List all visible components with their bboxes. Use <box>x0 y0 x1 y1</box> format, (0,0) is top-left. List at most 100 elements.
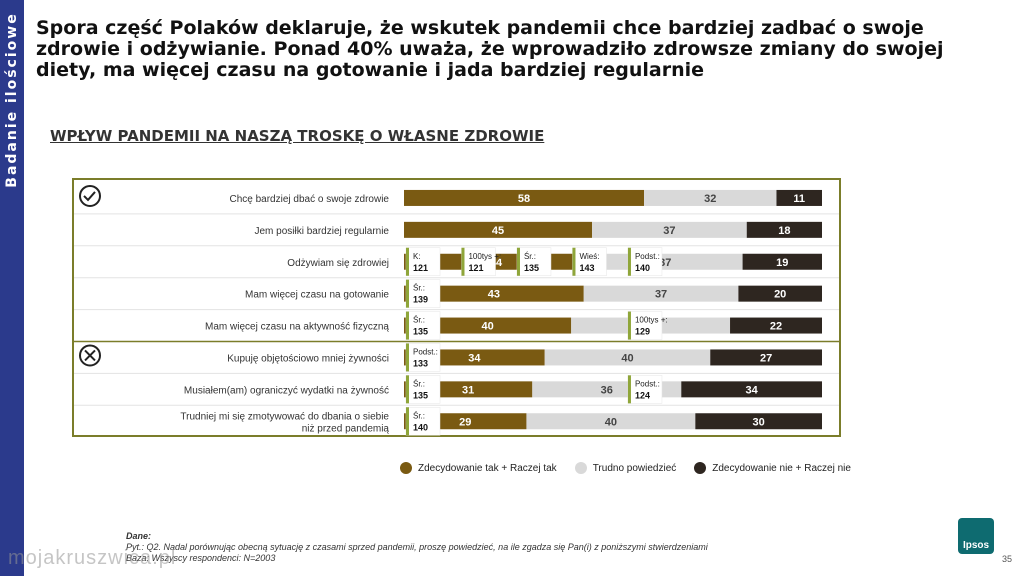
bar-segment <box>583 285 739 302</box>
marker-value: 133 <box>413 358 428 368</box>
chart-legend: Zdecydowanie tak + Raczej tak Trudno pow… <box>400 462 869 474</box>
bar-value-label: 58 <box>518 193 530 205</box>
slide-headline: Spora część Polaków deklaruje, że wskute… <box>36 17 944 81</box>
chart-frame <box>72 178 841 437</box>
category-label: Mam więcej czasu na aktywność fizyczną <box>205 322 389 333</box>
marker-label: Śr.: <box>413 316 425 325</box>
bar-segment <box>544 349 711 366</box>
x-mark <box>84 349 96 362</box>
marker-value: 121 <box>413 263 428 273</box>
bar-segment <box>404 317 572 334</box>
marker-label: Śr.: <box>413 379 425 388</box>
bar-segment <box>710 349 822 366</box>
bar-segment <box>730 317 822 334</box>
bar-segment <box>592 221 747 238</box>
watermark: mojakruszwica.pl <box>8 547 177 569</box>
marker-box <box>627 311 663 340</box>
footnote-label: Dane: <box>126 531 152 541</box>
category-label: Jem posiłki bardziej regularnie <box>254 226 389 237</box>
marker-value: 139 <box>413 295 428 305</box>
bar-value-label: 40 <box>605 416 617 428</box>
marker-accent <box>516 247 520 276</box>
marker-label: 100tys +: <box>468 252 501 261</box>
marker-accent <box>406 247 409 276</box>
logo-text: Ipsos <box>962 540 990 551</box>
category-label: Musiałem(am) ograniczyć wydatki na żywno… <box>184 385 389 396</box>
marker-value: 124 <box>635 390 650 400</box>
marker-accent <box>572 247 576 276</box>
legend-label-neutral: Trudno powiedzieć <box>592 462 677 474</box>
bar-segment <box>742 253 822 270</box>
bar-value-label: 34 <box>468 352 481 364</box>
bar-value-label: 27 <box>760 352 772 364</box>
bar-value-label: 18 <box>778 225 790 237</box>
sidebar: Badanie ilościowe <box>0 0 24 576</box>
bar-segment <box>738 285 822 302</box>
marker-accent <box>406 375 409 404</box>
marker-value: 143 <box>579 263 594 273</box>
bar-value-label: 20 <box>774 289 786 301</box>
bar-segment <box>746 221 822 238</box>
bar-segment <box>587 253 743 270</box>
marker-box <box>627 247 663 276</box>
marker-label: Podst.: <box>413 347 438 356</box>
marker-label: 100tys +: <box>635 316 668 325</box>
bar-value-label: 31 <box>462 384 474 396</box>
bar-segment <box>695 413 822 430</box>
marker-value: 121 <box>468 263 483 273</box>
legend-label-no: Zdecydowanie nie + Raczej nie <box>712 462 851 474</box>
marker-box <box>405 407 441 436</box>
marker-value: 140 <box>413 422 428 432</box>
check-circle-icon <box>79 184 101 207</box>
marker-box <box>405 375 441 404</box>
marker-value: 135 <box>413 327 428 337</box>
bar-segment <box>404 189 645 206</box>
marker-accent <box>406 407 409 436</box>
x-circle-icon <box>79 344 101 367</box>
page-number: 35 <box>1001 554 1012 564</box>
bar-value-label: 43 <box>488 289 500 301</box>
footnote: Dane: Pyt.: Q2. Nadal porównując obecną … <box>126 531 708 564</box>
ipsos-logo: Ipsos <box>958 518 994 554</box>
bar-segment <box>776 189 822 206</box>
bar-segment <box>404 285 584 302</box>
bar-value-label: 11 <box>793 193 805 205</box>
marker-label: Śr.: <box>413 284 425 293</box>
marker-label: Wieś: <box>579 252 599 261</box>
marker-accent <box>461 247 465 276</box>
marker-accent <box>627 311 631 340</box>
bar-value-label: 19 <box>776 257 788 269</box>
legend-item-no: Zdecydowanie nie + Raczej nie <box>694 462 851 474</box>
marker-accent <box>406 279 409 308</box>
bar-value-label: 45 <box>492 225 504 237</box>
marker-label: Podst.: <box>635 379 660 388</box>
bar-segment <box>526 413 696 430</box>
legend-item-yes: Zdecydowanie tak + Raczej tak <box>400 462 557 474</box>
bar-value-label: 40 <box>621 352 633 364</box>
bar-segment <box>681 381 822 398</box>
legend-swatch-no <box>694 462 707 474</box>
marker-accent <box>627 247 631 276</box>
marker-box <box>461 247 496 276</box>
bar-value-label: 29 <box>459 416 471 428</box>
legend-label-yes: Zdecydowanie tak + Raczej tak <box>418 462 557 474</box>
marker-label: Śr.: <box>524 252 536 261</box>
footnote-base: Baza: Wszyscy respondenci: N=2003 <box>126 553 276 563</box>
bar-value-label: 30 <box>753 416 765 428</box>
marker-box <box>405 311 441 340</box>
marker-accent <box>406 343 409 372</box>
chart-subtitle: WPŁYW PANDEMII NA NASZĄ TROSKĘ O WŁASNE … <box>50 127 545 145</box>
check-mark <box>83 191 96 202</box>
marker-box <box>516 247 552 276</box>
legend-item-neutral: Trudno powiedzieć <box>574 462 677 474</box>
legend-swatch-yes <box>400 462 412 474</box>
footnote-question: Pyt.: Q2. Nadal porównując obecną sytuac… <box>126 542 708 552</box>
marker-accent <box>627 375 631 404</box>
marker-label: K: <box>413 252 421 261</box>
category-label: Kupuję objętościowo mniej żywności <box>227 353 389 364</box>
marker-label: Śr.: <box>413 411 425 420</box>
bar-value-label: 32 <box>704 193 716 205</box>
bar-value-label: 37 <box>663 225 675 237</box>
marker-value: 140 <box>635 263 650 273</box>
bar-value-label: 40 <box>481 321 493 333</box>
